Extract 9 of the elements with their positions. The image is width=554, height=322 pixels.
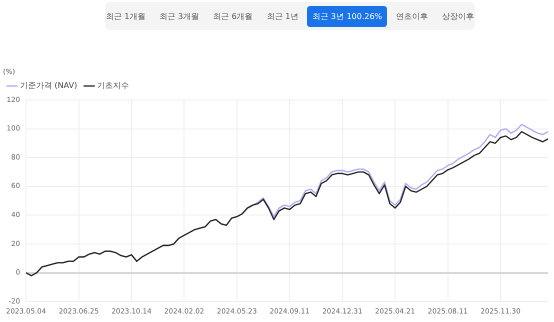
text: 최근 1개월 (104, 10, 146, 22)
text: 최근 6개월 (212, 10, 254, 22)
text: 상장이후 (441, 10, 476, 22)
legend-label: 기준가격 (NAV) (20, 81, 78, 90)
text: 연초이후 (395, 10, 430, 22)
text: 최근 3개월 (158, 10, 200, 22)
legend-label: 기초지수 (97, 81, 130, 90)
text: 최근 3년 100.26% (307, 6, 388, 26)
text: 최근 1년 (266, 10, 300, 22)
